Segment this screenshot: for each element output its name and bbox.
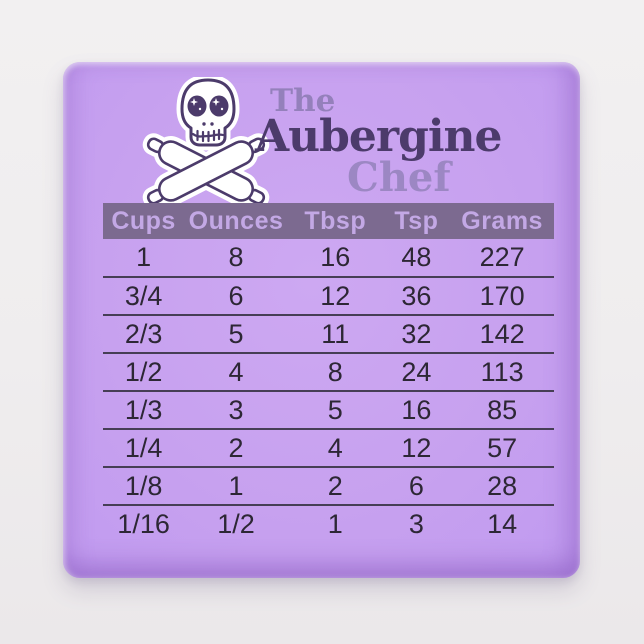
brand-title-chef: Chef [347,154,451,201]
conversion-chart-magnet: The Aubergine Chef Cups Ounces Tbsp Tsp Gram… [63,62,580,578]
table-cell: 48 [401,242,432,272]
table-cell: 1/2 [103,352,185,391]
table-cell: 12 [382,428,451,467]
table-cell: 170 [450,276,554,315]
table-cell: 28 [450,466,554,505]
table-cell: 6 [184,276,288,315]
table-cell: 5 [287,390,383,429]
table-cell: 57 [450,428,554,467]
table-row: 1/8 1 2 6 28 [103,466,554,505]
table-cell: 6 [382,466,451,505]
table-cell: 2 [184,428,288,467]
table-body: 1 8 16 48 227 3/4 6 12 36 170 2/3 5 11 32 142 1/2 4 8 24 11… [103,239,554,543]
table-row: 1/2 4 8 24 113 [103,352,554,391]
table-cell: 3 [382,504,451,543]
table-cell: 1 [287,504,383,543]
table-cell: 14 [450,504,554,543]
table-row: 1/16 1/2 1 3 14 [103,504,554,543]
table-cell: 142 [450,314,554,353]
table-cell: 16 [320,242,351,272]
table-cell: 2 [287,466,383,505]
table-cell: 3 [184,390,288,429]
column-header: Tbsp [304,206,367,235]
table-cell: 32 [382,314,451,353]
table-cell: 2/3 [103,314,185,353]
table-cell: 16 [382,390,451,429]
table-cell: 113 [450,352,554,391]
table-cell: 4 [287,428,383,467]
column-header: Ounces [188,206,284,235]
table-cell: 1/16 [103,504,185,543]
table-cell: 24 [382,352,451,391]
table-row: 2/3 5 11 32 142 [103,314,554,353]
table-cell: 1/2 [184,504,288,543]
conversion-table: Cups Ounces Tbsp Tsp Grams 1 8 16 48 227 3/4 6 12 36… [103,203,554,543]
table-cell: 1 [184,466,288,505]
table-cell: 1/3 [103,390,185,429]
column-header: Grams [461,206,543,235]
table-cell: 5 [184,314,288,353]
table-row: 1/4 2 4 12 57 [103,428,554,467]
table-cell: 11 [287,314,383,353]
brand-title-aubergine: Aubergine [255,111,503,162]
table-cell: 4 [184,352,288,391]
table-cell: 12 [287,276,383,315]
table-cell: 1 [136,242,152,272]
table-cell: 1/8 [103,466,185,505]
table-row: 1/3 3 5 16 85 [103,390,554,429]
column-header: Cups [111,206,176,235]
column-header: Tsp [394,206,439,235]
table-cell: 36 [382,276,451,315]
table-row: 1 8 16 48 227 [103,239,554,277]
table-header-row: Cups Ounces Tbsp Tsp Grams [103,203,554,239]
table-cell: 227 [479,242,525,272]
table-cell: 8 [228,242,244,272]
table-cell: 8 [287,352,383,391]
table-cell: 85 [450,390,554,429]
table-cell: 1/4 [103,428,185,467]
brand-title-the: The [270,83,336,119]
skull-rolling-pins-icon [142,77,270,207]
table-row: 3/4 6 12 36 170 [103,276,554,315]
table-cell: 3/4 [103,276,185,315]
